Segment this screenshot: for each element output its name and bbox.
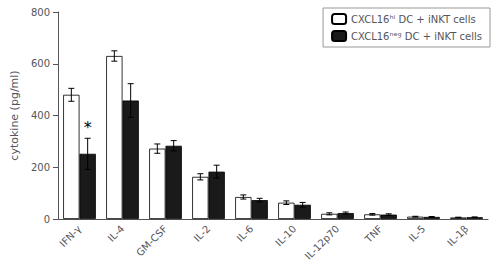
- svg-text:IL-4: IL-4: [106, 223, 127, 244]
- svg-text:CXCL16ⁿᵉᵍ DC + iNKT cells: CXCL16ⁿᵉᵍ DC + iNKT cells: [351, 31, 482, 42]
- svg-text:IL-6: IL-6: [235, 223, 256, 244]
- svg-text:600: 600: [31, 58, 50, 69]
- svg-text:800: 800: [31, 7, 50, 18]
- svg-text:IL-5: IL-5: [407, 223, 428, 244]
- svg-text:0: 0: [44, 214, 50, 225]
- svg-text:IL-2: IL-2: [192, 223, 213, 244]
- svg-text:CXCL16ʰⁱ DC + iNKT cells: CXCL16ʰⁱ DC + iNKT cells: [351, 14, 476, 25]
- svg-text:IL-10: IL-10: [273, 223, 298, 248]
- svg-text:400: 400: [31, 110, 50, 121]
- svg-text:cytokine (pg/ml): cytokine (pg/ml): [8, 70, 21, 160]
- svg-text:GM-CSF: GM-CSF: [134, 223, 170, 259]
- svg-text:200: 200: [31, 162, 50, 173]
- svg-text:TNF: TNF: [362, 223, 384, 245]
- svg-text:*: *: [84, 118, 92, 137]
- svg-text:IFN-γ: IFN-γ: [57, 223, 83, 249]
- svg-text:IL-1β: IL-1β: [445, 223, 470, 248]
- svg-text:IL-12p70: IL-12p70: [303, 223, 342, 262]
